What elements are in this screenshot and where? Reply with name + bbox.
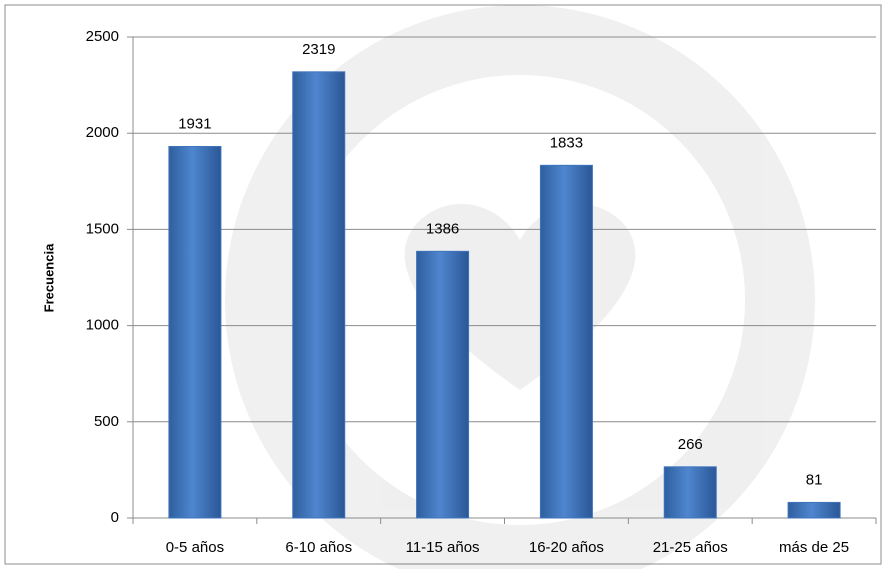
y-tick-label: 1500: [86, 220, 119, 237]
x-tick-label: 16-20 años: [529, 539, 604, 556]
y-tick-label: 0: [111, 509, 119, 526]
y-tick-label: 1000: [86, 317, 119, 334]
data-label: 1833: [550, 134, 583, 151]
x-tick-label: 21-25 años: [653, 539, 728, 556]
x-tick-label: 6-10 años: [285, 539, 352, 556]
bar: [663, 466, 717, 519]
bar: [787, 501, 841, 519]
x-tick-label: más de 25: [779, 539, 849, 556]
data-label: 2319: [302, 41, 335, 58]
y-tick-label: 2500: [86, 28, 119, 45]
bar: [539, 164, 593, 519]
bar: [416, 250, 470, 519]
y-axis-title: Frecuencia: [41, 243, 56, 312]
data-label: 81: [806, 471, 823, 488]
data-label: 1931: [178, 115, 211, 132]
data-label: 266: [678, 436, 703, 453]
bar: [168, 145, 222, 519]
y-tick-label: 500: [94, 413, 119, 430]
bar: [292, 71, 346, 519]
data-label: 1386: [426, 220, 459, 237]
y-tick-label: 2000: [86, 124, 119, 141]
x-tick-label: 11-15 años: [406, 539, 480, 556]
x-tick-label: 0-5 años: [166, 539, 224, 556]
